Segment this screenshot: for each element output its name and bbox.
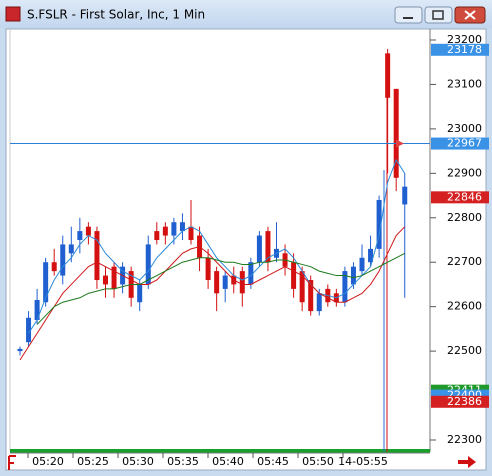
candle-body [291, 262, 297, 289]
candle-body [342, 271, 348, 303]
y-tick-label: 22500 [447, 344, 482, 357]
y-tick-label: 23200 [447, 33, 482, 46]
window-title: S.FSLR - First Solar, Inc, 1 Min [27, 8, 205, 22]
y-tick-label: 23000 [447, 122, 482, 135]
candle-body [402, 186, 408, 205]
candle-body [34, 300, 40, 320]
price-tag-label: 22386 [447, 395, 482, 408]
candle-body [77, 231, 83, 240]
candle-body [256, 235, 262, 263]
candle-body [171, 222, 177, 236]
x-tick-label: 05:30 [122, 455, 154, 468]
candle-body [385, 53, 391, 98]
candle-body [179, 222, 185, 232]
minimize-button[interactable] [394, 6, 423, 24]
candle-body [308, 280, 314, 312]
corner-icon[interactable] [8, 455, 16, 470]
candle-body [60, 244, 66, 276]
candle-body [239, 271, 245, 294]
x-tick-label: 05:35 [167, 455, 199, 468]
candle-body [111, 266, 117, 289]
y-tick-label: 22700 [447, 255, 482, 268]
maximize-button[interactable] [424, 6, 453, 24]
candle-body [137, 284, 143, 303]
y-tick-label: 22800 [447, 211, 482, 224]
candle-body [248, 262, 254, 285]
candle-body [26, 317, 32, 343]
candle-body [222, 275, 228, 289]
moving-average [19, 226, 406, 361]
candle-body [359, 257, 365, 272]
candle-body [368, 248, 374, 263]
price-tag-label: 22846 [447, 190, 482, 203]
candle-body [103, 275, 108, 285]
y-tick-label: 22300 [447, 433, 482, 446]
cursor-marker [396, 139, 404, 148]
candle-body [162, 226, 168, 236]
app-icon [5, 6, 21, 22]
x-tick-label: 05:25 [77, 455, 109, 468]
candle-body [43, 262, 49, 303]
window-buttons [394, 6, 486, 24]
candle-body [376, 200, 382, 249]
candle-body [188, 226, 194, 240]
candle-body [154, 231, 160, 240]
candle-body [205, 257, 211, 280]
chart-area [5, 28, 487, 471]
scroll-arrow[interactable] [458, 456, 476, 468]
y-tick-label: 22900 [447, 166, 482, 179]
y-tick-label: 23100 [447, 77, 482, 90]
moving-average [28, 158, 406, 334]
price-tag [431, 43, 489, 56]
candle-body [299, 271, 305, 303]
x-tick-label: 14-05:55 [338, 455, 388, 468]
price-tag [431, 191, 489, 204]
y-tick-label: 22600 [447, 300, 482, 313]
x-tick-label: 05:50 [302, 455, 334, 468]
price-tag-label: 23178 [447, 43, 482, 56]
x-tick-label: 05:40 [212, 455, 244, 468]
x-tick-label: 05:20 [32, 455, 64, 468]
candle-body [393, 88, 399, 178]
price-tag [431, 137, 489, 150]
candle-body [68, 244, 74, 254]
candle-body [94, 231, 100, 280]
candle-body [17, 348, 23, 352]
candle-body [214, 271, 220, 294]
candle-body [350, 266, 356, 285]
candle-body [316, 293, 322, 312]
x-tick-label: 05:45 [257, 455, 289, 468]
price-tag-label: 22967 [447, 137, 482, 150]
candle-body [51, 262, 57, 272]
candle-body [265, 231, 271, 263]
candle-body [145, 244, 151, 285]
price-tag [431, 395, 489, 408]
bottom-strip [10, 449, 430, 453]
candle-body [85, 226, 91, 236]
moving-average [36, 252, 405, 325]
